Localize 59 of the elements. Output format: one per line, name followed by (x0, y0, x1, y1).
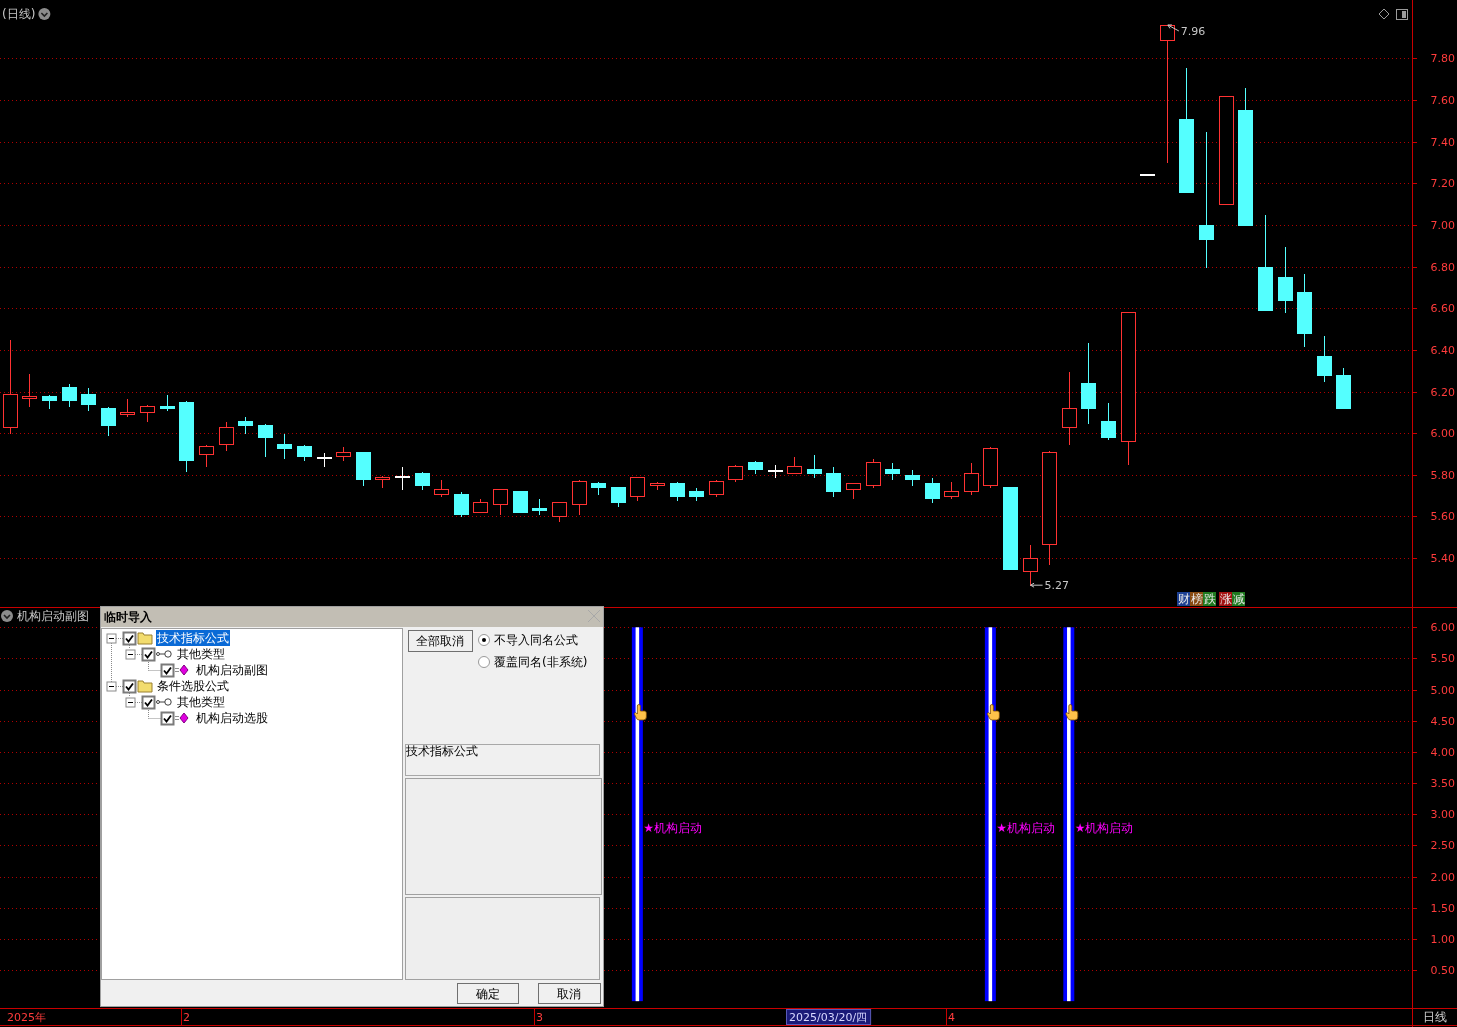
flag: 减 (1232, 592, 1245, 606)
title: (日线) (2, 7, 36, 21)
annotation: 5.27 (1044, 578, 1070, 592)
flag: 跌 (1203, 592, 1216, 606)
y-tick-label: 6.00 (1430, 621, 1455, 634)
annotation: 全部取消 (416, 634, 464, 648)
y-tick-label: 0.50 (1430, 964, 1455, 977)
y-tick-label: 6.40 (1430, 344, 1455, 357)
y-tick-label: 4.50 (1430, 715, 1455, 728)
annotation: ★机构启动 (643, 821, 702, 835)
button: 确定 (457, 983, 519, 1004)
y-tick-label: 1.50 (1430, 902, 1455, 915)
annotation: 不导入同名公式 (494, 633, 578, 647)
annotation: 技术指标公式 (405, 744, 478, 758)
y-tick-label: 1.00 (1430, 933, 1455, 946)
button: 取消 (538, 983, 601, 1004)
y-tick-label: 2.50 (1430, 839, 1455, 852)
title: 机构启动副图 (17, 609, 89, 623)
y-tick-label: 6.60 (1430, 302, 1455, 315)
y-tick-label: 7.00 (1430, 219, 1455, 232)
period: 日线 (1422, 1010, 1447, 1024)
annotation: 7.96 (1180, 25, 1206, 39)
annotation: ★机构启动 (1074, 821, 1134, 835)
title: 临时导入 (104, 610, 152, 624)
y-tick-label: 7.80 (1430, 52, 1455, 65)
y-tick-label: 4.00 (1430, 746, 1455, 759)
annotation: 其他类型 (176, 647, 225, 661)
flag: 财 (1177, 592, 1190, 606)
annotation: 条件选股公式 (157, 679, 229, 693)
flag: 榜 (1190, 592, 1203, 606)
y-tick-label: 5.80 (1430, 469, 1455, 482)
y-tick-label: 5.40 (1430, 552, 1455, 565)
y-tick-label: 6.80 (1430, 261, 1455, 274)
y-tick-label: 5.60 (1430, 510, 1455, 523)
y-tick-label: 3.00 (1430, 808, 1455, 821)
annotation: 机构启动选股 (196, 711, 268, 725)
flag: 涨 (1219, 592, 1232, 606)
y-tick-label: 7.40 (1430, 136, 1455, 149)
annotation: ★机构启动 (996, 821, 1055, 835)
cursor-date: 2025/03/20/四 (789, 1010, 868, 1024)
x-tick-label: 3 (536, 1010, 543, 1024)
annotation: 其他类型 (176, 695, 225, 709)
annotation: 覆盖同名(非系统) (494, 655, 588, 669)
y-tick-label: 5.00 (1430, 684, 1455, 697)
x-tick-label: 2 (183, 1010, 190, 1024)
annotation: 确定 (474, 986, 500, 1001)
x-tick-label: 2025年 (7, 1010, 46, 1024)
annotation: 机构启动副图 (196, 663, 268, 677)
y-tick-label: 2.00 (1430, 871, 1455, 884)
y-tick-label: 5.50 (1430, 652, 1455, 665)
y-tick-label: 7.20 (1430, 177, 1455, 190)
y-tick-label: 7.60 (1430, 94, 1455, 107)
annotation: 取消 (557, 986, 581, 1001)
y-tick-label: 6.20 (1430, 386, 1455, 399)
annotation: 技术指标公式 (156, 631, 229, 645)
x-tick-label: 4 (948, 1010, 955, 1024)
y-tick-label: 3.50 (1430, 777, 1455, 790)
button: 全部取消 (408, 630, 473, 652)
y-tick-label: 6.00 (1430, 427, 1455, 440)
